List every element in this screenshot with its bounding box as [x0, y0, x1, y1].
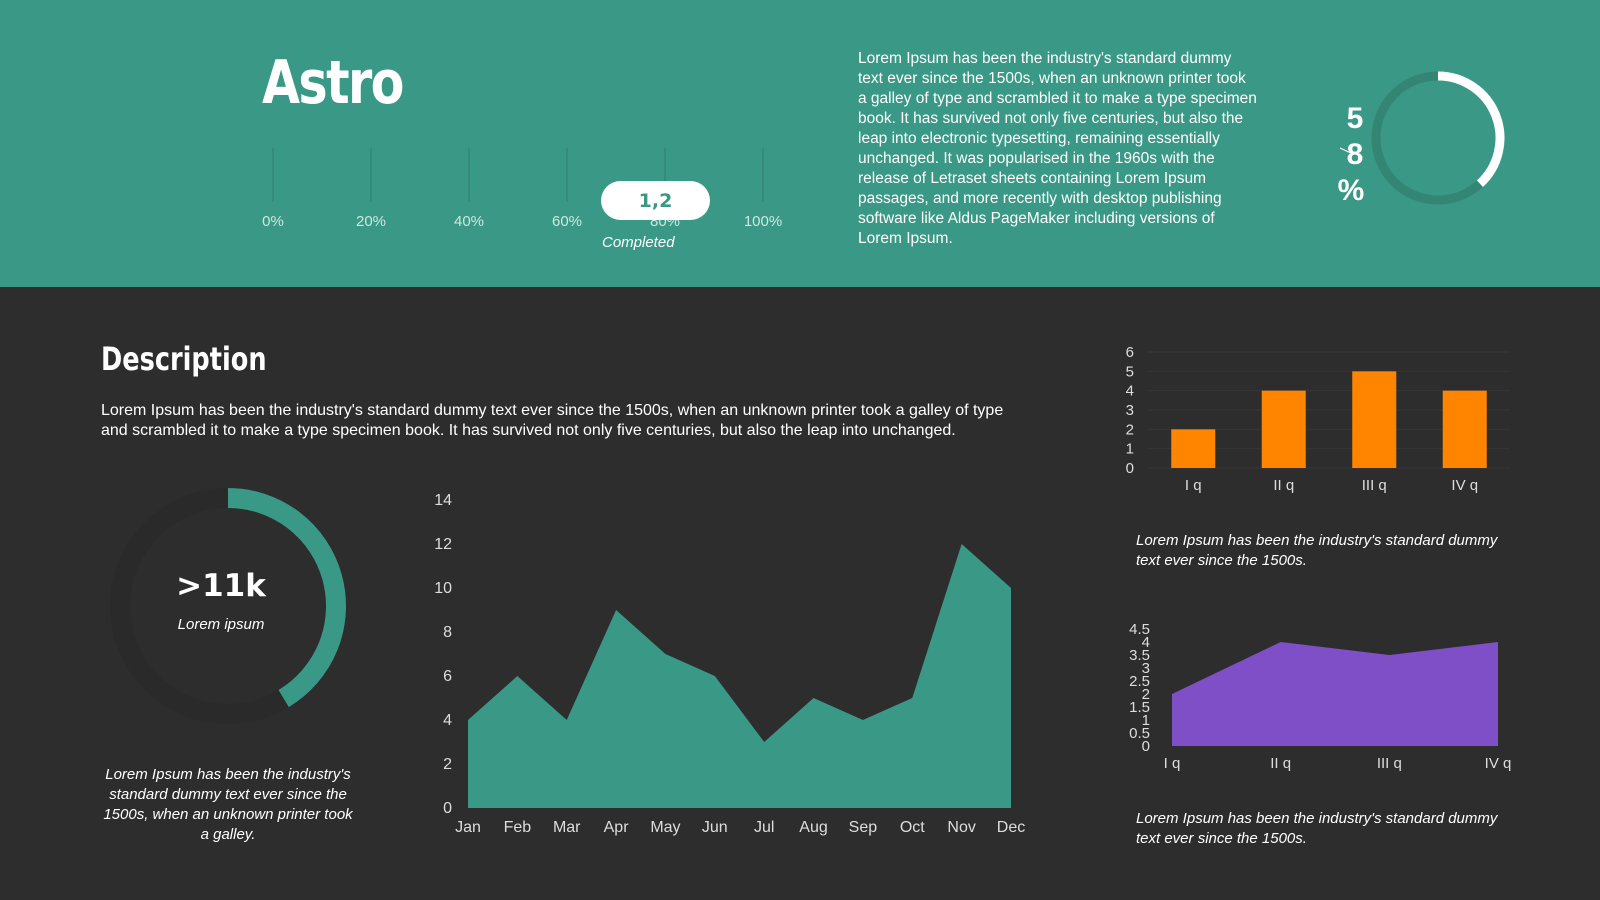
gauge-percent-sign: %: [1337, 174, 1365, 207]
monthly-area-chart: 0 2 4 6 8 10 12 14 Jan Feb Mar Apr May Jun Jul Aug Sep Oc…: [434, 492, 1025, 836]
x-tick-label: Jul: [754, 819, 774, 836]
gauge-digit-2: 8: [1346, 138, 1364, 171]
quarterly-area-chart: 00.511.522.533.544.5 I q II q III q IV q: [1129, 621, 1512, 772]
x-tick-label: Dec: [997, 819, 1025, 836]
quarterly-bar-chart: 0 1 2 3 4 5 6 I q II q III q IV q: [1126, 344, 1510, 494]
y-tick-label: 10: [434, 580, 452, 597]
progress-status-label: Completed: [602, 234, 675, 251]
progress-tick-label: 20%: [355, 213, 387, 230]
y-tick-label: 3.5: [1129, 647, 1150, 664]
progress-tick-line: [566, 148, 568, 202]
progress-tick-line: [272, 148, 274, 202]
y-tick-label: 14: [434, 492, 452, 509]
x-tick-label: III q: [1362, 477, 1387, 494]
y-tick-label: 0.5: [1129, 725, 1150, 742]
x-tick-label: Feb: [504, 819, 532, 836]
donut-arc: [227, 488, 346, 708]
progress-tick-line: [664, 148, 666, 202]
x-tick-label: Apr: [604, 819, 630, 836]
gauge-arc: [1437, 71, 1505, 188]
bar: [1261, 390, 1306, 468]
y-tick-label: 3: [1142, 660, 1150, 677]
y-tick-label: 2.5: [1129, 673, 1150, 690]
progress-tick-line: [468, 148, 470, 202]
x-tick-label: Aug: [799, 819, 827, 836]
y-tick-label: 2: [1126, 421, 1134, 438]
y-tick-label: 6: [443, 668, 452, 685]
y-tick-label: 6: [1126, 344, 1134, 361]
y-tick-label: 4: [1126, 383, 1134, 400]
bar: [1442, 390, 1487, 468]
page-title: Astro: [262, 48, 404, 118]
donut-label: Lorem ipsum: [177, 616, 265, 633]
donut-value: >11k: [176, 568, 266, 604]
x-tick-label: Oct: [900, 819, 925, 836]
section-title: Description: [101, 340, 267, 378]
x-tick-label: II q: [1273, 477, 1294, 494]
y-tick-label: 4: [1142, 634, 1150, 651]
area-series: [468, 544, 1011, 808]
progress-tick-label: 100%: [743, 213, 783, 230]
y-tick-label: 0: [1142, 738, 1150, 755]
header-paragraph: Lorem Ipsum has been the industry's stan…: [858, 50, 1257, 247]
y-tick-label: 2: [1142, 686, 1150, 703]
x-tick-label: IV q: [1451, 477, 1478, 494]
area-series: [1172, 642, 1498, 746]
y-tick-label: 5: [1126, 363, 1134, 380]
percent-gauge: [1339, 71, 1505, 205]
header-band: [0, 0, 1600, 287]
donut-caption: Lorem Ipsum has been the industry's stan…: [103, 766, 353, 843]
x-tick-label: II q: [1270, 755, 1291, 772]
progress-tick-label: 0%: [262, 213, 284, 230]
bar-chart-caption: Lorem Ipsum has been the industry's stan…: [1136, 532, 1498, 569]
x-tick-label: May: [650, 819, 680, 836]
y-tick-label: 1: [1142, 712, 1150, 729]
x-tick-label: Jun: [702, 819, 728, 836]
progress-tick-line: [370, 148, 372, 202]
y-tick-label: 1.5: [1129, 699, 1150, 716]
y-tick-label: 4.5: [1129, 621, 1150, 638]
progress-value-badge: 1,2: [601, 181, 710, 220]
y-tick-label: 8: [443, 624, 452, 641]
progress-tick-label: 60%: [551, 213, 583, 230]
y-tick-label: 12: [434, 536, 452, 553]
y-tick-label: 0: [443, 800, 452, 817]
x-tick-label: Jan: [455, 819, 481, 836]
x-tick-label: I q: [1164, 755, 1181, 772]
progress-tick-label: 40%: [453, 213, 485, 230]
x-tick-label: III q: [1377, 755, 1402, 772]
description-text: Lorem Ipsum has been the industry's stan…: [101, 402, 1004, 439]
x-tick-label: Mar: [553, 819, 581, 836]
x-tick-label: Nov: [947, 819, 975, 836]
progress-tick-line: [762, 148, 764, 202]
gauge-digit-1: 5: [1346, 102, 1364, 135]
y-tick-label: 0: [1126, 460, 1134, 477]
area-chart-caption: Lorem Ipsum has been the industry's stan…: [1136, 810, 1498, 847]
y-tick-label: 4: [443, 712, 452, 729]
y-tick-label: 3: [1126, 402, 1134, 419]
x-tick-label: I q: [1185, 477, 1202, 494]
x-tick-label: IV q: [1485, 755, 1512, 772]
y-tick-label: 2: [443, 756, 452, 773]
x-tick-label: Sep: [849, 819, 878, 836]
donut-chart: [110, 488, 346, 724]
gauge-pointer: [1339, 147, 1354, 155]
bar: [1352, 371, 1397, 468]
y-tick-label: 1: [1126, 441, 1134, 458]
bar: [1171, 429, 1216, 468]
